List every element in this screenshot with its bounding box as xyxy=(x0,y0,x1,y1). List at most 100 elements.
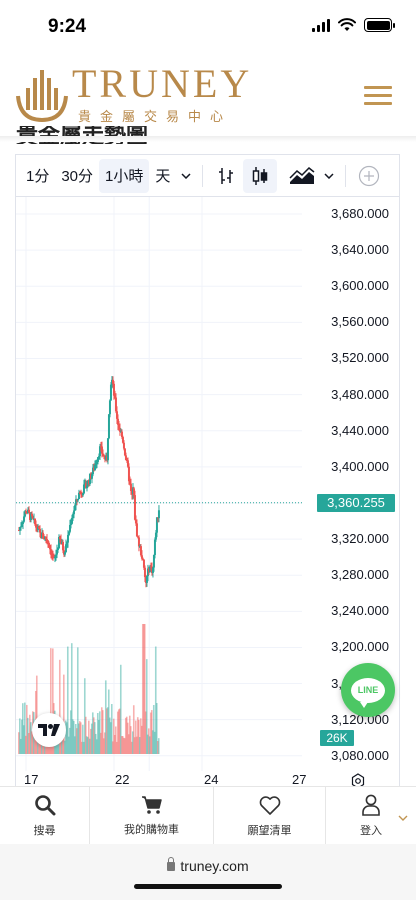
nav-wishlist[interactable]: 願望清單 xyxy=(214,787,326,845)
volume-bar xyxy=(149,712,152,754)
price-scale-label: 3,200.000 xyxy=(331,639,389,655)
volume-bar xyxy=(91,712,94,754)
url-display[interactable]: truney.com xyxy=(0,857,416,874)
candle-body xyxy=(76,498,79,501)
volume-bar xyxy=(123,738,126,754)
nav-search-label: 搜尋 xyxy=(33,825,56,837)
volume-bar xyxy=(118,708,121,754)
chart-plot-area[interactable]: 3,680.000 3,640.000 3,600.000 3,560.000 3,52… xyxy=(16,197,399,771)
candle-body xyxy=(56,548,59,551)
heart-icon xyxy=(259,795,280,815)
volume-bar xyxy=(30,731,33,754)
tradingview-chart-widget[interactable]: 1分 30分 1小時 天 xyxy=(15,154,400,788)
candles-style-button[interactable] xyxy=(243,158,278,193)
volume-bar xyxy=(115,741,118,754)
tradingview-logo[interactable] xyxy=(32,713,66,747)
add-indicator-button[interactable] xyxy=(352,159,386,193)
volume-bar xyxy=(92,717,95,754)
chevron-down-icon xyxy=(324,172,334,179)
wifi-icon xyxy=(338,18,356,31)
add-indicator-icon xyxy=(359,165,380,186)
volume-bar xyxy=(74,723,77,754)
volume-bar xyxy=(61,728,64,754)
interval-1d-button[interactable]: 天 xyxy=(155,168,171,185)
candle-body xyxy=(137,537,140,547)
candle-body xyxy=(20,523,23,527)
volume-bar xyxy=(97,720,100,754)
interval-1m-button[interactable]: 1分 xyxy=(26,168,50,185)
nav-cart[interactable]: 我的購物車 xyxy=(90,787,214,845)
nav-login[interactable]: 登入 xyxy=(326,787,416,845)
price-scale-label: 3,560.000 xyxy=(331,314,389,330)
volume-bar xyxy=(142,623,145,754)
candle-body xyxy=(127,466,130,482)
header-divider xyxy=(0,136,416,142)
candle-body xyxy=(114,397,117,412)
volume-bar xyxy=(147,728,150,754)
volume-bar xyxy=(82,741,85,754)
volume-bar xyxy=(124,717,127,754)
hamburger-menu-button[interactable] xyxy=(364,86,392,106)
volume-bar xyxy=(120,736,123,754)
candle-body xyxy=(21,521,24,524)
candle-body xyxy=(143,567,146,578)
candle-body xyxy=(135,523,138,537)
volume-bar xyxy=(73,736,76,754)
area-style-button[interactable] xyxy=(285,159,319,193)
line-chat-button[interactable]: LINE xyxy=(341,663,395,717)
time-label: 22 xyxy=(115,772,130,787)
interval-1h-button[interactable]: 1小時 xyxy=(99,158,150,193)
volume-bar xyxy=(136,717,139,754)
volume-bar xyxy=(100,707,103,754)
interval-30m-button[interactable]: 30分 xyxy=(61,168,94,185)
candle-body xyxy=(73,505,76,511)
candle-body xyxy=(72,510,75,515)
candle-body xyxy=(106,438,109,461)
candle-body xyxy=(94,464,97,466)
volume-bar xyxy=(85,736,88,754)
bar-style-button[interactable] xyxy=(209,159,243,193)
volume-bar xyxy=(89,728,92,754)
battery-icon xyxy=(364,18,395,32)
candle-body xyxy=(108,400,111,415)
candle-body xyxy=(69,523,72,526)
status-time: 9:24 xyxy=(48,16,87,37)
nav-login-label: 登入 xyxy=(360,825,382,837)
user-icon xyxy=(362,794,380,816)
volume-bar xyxy=(154,646,157,754)
time-label: 17 xyxy=(24,772,39,787)
candle-body xyxy=(42,538,45,540)
candle-body xyxy=(157,510,160,519)
site-header: TRUNEY 貴金屬交易中心 xyxy=(0,52,416,138)
chart-style-dropdown-button[interactable] xyxy=(319,159,339,193)
candle-body xyxy=(98,446,101,457)
chevron-down-icon[interactable] xyxy=(398,813,408,823)
volume-bar xyxy=(72,720,75,754)
candle-body xyxy=(82,484,85,494)
volume-bar xyxy=(131,731,134,754)
interval-dropdown-button[interactable] xyxy=(176,159,196,193)
candlestick-chart[interactable] xyxy=(16,197,399,771)
volume-bar xyxy=(86,737,89,754)
volume-bar xyxy=(26,717,29,754)
volume-bar xyxy=(137,719,140,754)
volume-bar xyxy=(128,715,131,754)
volume-bar xyxy=(39,741,42,754)
brand-logo[interactable]: TRUNEY 貴金屬交易中心 xyxy=(16,64,252,125)
nav-search[interactable]: 搜尋 xyxy=(0,787,90,845)
volume-bar xyxy=(68,727,71,754)
candle-body xyxy=(111,379,114,384)
browser-url-bar[interactable]: truney.com xyxy=(0,844,416,900)
candle-body xyxy=(34,524,37,528)
chart-settings-icon[interactable] xyxy=(350,773,366,788)
volume-bar xyxy=(102,738,105,754)
volume-bar xyxy=(29,722,32,754)
candle-body xyxy=(123,448,126,456)
volume-bar xyxy=(121,736,124,754)
volume-bar xyxy=(33,727,36,754)
candle-body xyxy=(27,509,30,513)
volume-bar xyxy=(83,678,86,754)
candle-body xyxy=(112,383,115,396)
volume-bar xyxy=(22,725,25,754)
candle-body xyxy=(46,540,49,544)
